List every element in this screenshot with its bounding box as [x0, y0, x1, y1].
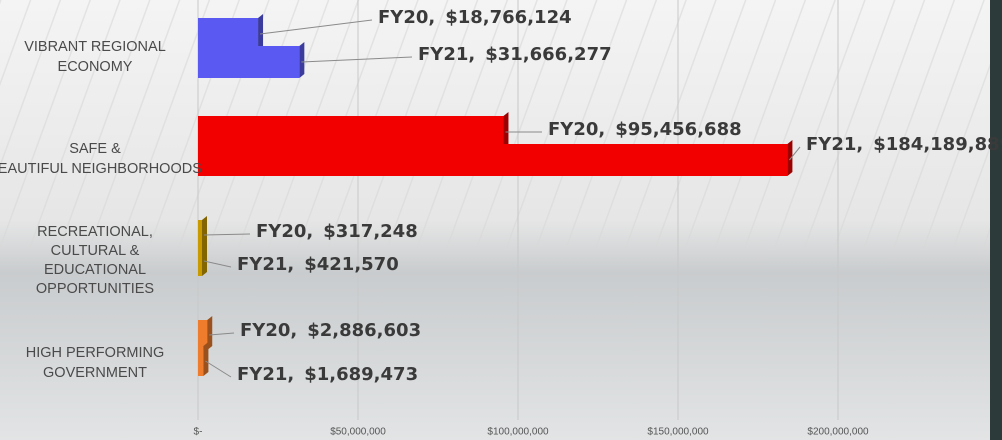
value-text: $2,886,603	[307, 320, 421, 341]
bar	[198, 220, 202, 250]
value-text: $95,456,688	[615, 119, 741, 140]
bar	[198, 246, 202, 276]
series-name: FY21,	[237, 254, 294, 275]
series-name: FY20,	[256, 221, 313, 242]
x-tick-label: $50,000,000	[330, 427, 386, 438]
bar	[198, 144, 787, 176]
value-label: FY21, $184,189,889	[806, 134, 1002, 155]
value-label: FY20, $18,766,124	[378, 7, 572, 28]
value-text: $31,666,277	[485, 44, 611, 65]
bar-side	[202, 242, 207, 276]
bar-side	[203, 342, 208, 376]
value-label: FY20, $317,248	[256, 221, 418, 242]
chart: FY20, $18,766,124 FY21, $31,666,277 FY20, $95…	[0, 0, 1002, 440]
series-name: FY20,	[240, 320, 297, 341]
series-name: FY21,	[237, 364, 294, 385]
bar-side	[258, 14, 263, 50]
value-text: $1,689,473	[304, 364, 418, 385]
value-label: FY20, $2,886,603	[240, 320, 421, 341]
bar	[198, 116, 503, 148]
value-text: $421,570	[304, 254, 399, 275]
series-name: FY20,	[548, 119, 605, 140]
series-name: FY20,	[378, 7, 435, 28]
x-tick-label: $200,000,000	[807, 427, 869, 438]
bar	[198, 18, 258, 50]
value-text: $18,766,124	[445, 7, 571, 28]
series-name: FY21,	[418, 44, 475, 65]
bar	[198, 346, 203, 376]
bar	[198, 46, 299, 78]
value-label: FY20, $95,456,688	[548, 119, 742, 140]
value-label: FY21, $1,689,473	[237, 364, 418, 385]
value-label: FY21, $31,666,277	[418, 44, 612, 65]
value-label: FY21, $421,570	[237, 254, 399, 275]
value-text: $317,248	[323, 221, 418, 242]
value-text: $184,189,889	[873, 134, 1002, 155]
bar-side	[299, 42, 304, 78]
series-name: FY21,	[806, 134, 863, 155]
x-tick-label: $150,000,000	[647, 427, 709, 438]
edge	[990, 0, 1002, 440]
x-tick-label: $100,000,000	[487, 427, 549, 438]
x-tick-label: $-	[194, 427, 203, 438]
bar-side	[503, 112, 508, 148]
